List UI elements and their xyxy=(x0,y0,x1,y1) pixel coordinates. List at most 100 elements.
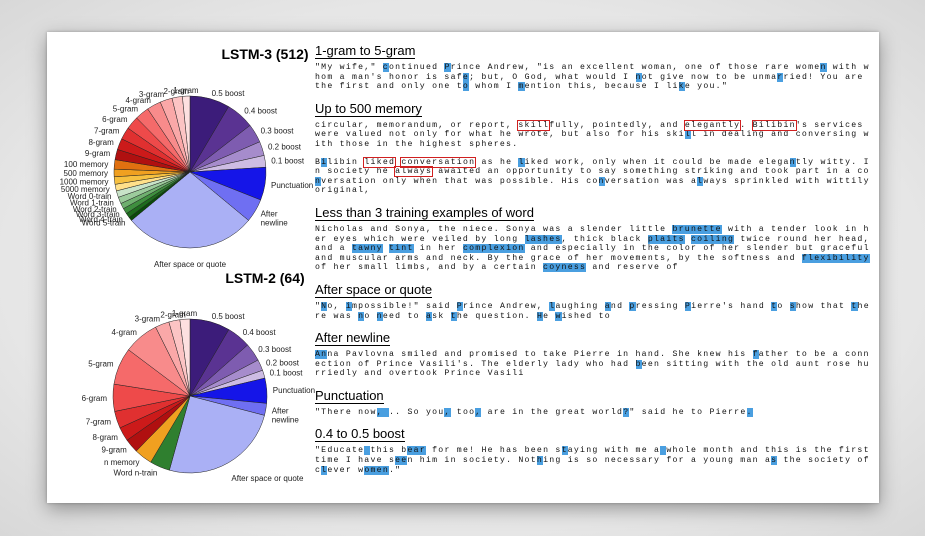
section-title: Less than 3 training examples of word xyxy=(315,204,534,221)
text-run: too xyxy=(450,407,476,417)
text-run: ot give now to be unma xyxy=(641,72,778,82)
highlighted-chars: coyness xyxy=(543,263,587,273)
pie-lstm3: 0.5 boost 0.4 boost 0.3 boost 0.2 boost 0.1 … xyxy=(60,86,314,269)
pie-label: 4-gram xyxy=(112,328,138,337)
pie-label: 8-gram xyxy=(88,138,114,147)
section-title: Up to 500 memory xyxy=(315,100,422,117)
pie-label: 0.5 boost xyxy=(212,312,246,321)
pie-label: 9-gram xyxy=(101,446,127,455)
section-rare-words: Less than 3 training examples of word Ni… xyxy=(315,204,871,273)
text-run: rince Andrew, xyxy=(462,301,550,311)
highlighted-chars: ear xyxy=(407,446,426,456)
pie-label: 2-gram xyxy=(160,311,186,320)
text-run: nd xyxy=(610,301,630,311)
pie-label: After space or quote xyxy=(154,260,227,269)
section-after-newline: After newline Anna Pavlovna smiled and p… xyxy=(315,329,871,379)
text-run: 's services were valued not only for wha… xyxy=(315,120,864,140)
highlighted-chars: t xyxy=(450,311,457,321)
text-run: " said he to Pierre xyxy=(629,407,747,417)
highlighted-chars: t xyxy=(561,446,568,456)
example-text: Nicholas and Sonya, the niece. Sonya was… xyxy=(315,224,871,273)
highlighted-chars: i xyxy=(345,301,353,311)
highlighted-chars xyxy=(660,446,667,456)
highlighted-chars: coiling xyxy=(691,234,735,244)
highlighted-chars: P xyxy=(684,301,692,311)
text-run: ; but, O God, what would I xyxy=(469,72,636,82)
highlighted-chars: P xyxy=(456,301,463,311)
text-run: versation only when that was possible. H… xyxy=(321,176,599,186)
boxed-word: conversation xyxy=(400,156,477,168)
text-run: libin xyxy=(327,157,365,167)
text-run: een sitting with the old aunt rose hurri… xyxy=(315,359,870,379)
chart-title-lstm2: LSTM-2 (64) xyxy=(225,270,304,286)
text-run: the society of c xyxy=(315,456,870,475)
text-run: for me! He has been s xyxy=(425,446,562,456)
text-run: l in dealing and conversing with those i… xyxy=(315,130,870,149)
highlighted-chars xyxy=(364,446,371,456)
pie-label: Punctuation xyxy=(273,386,315,395)
text-run: B xyxy=(315,157,322,167)
example-text: "Educate this bear for me! He has been s… xyxy=(315,446,871,475)
highlighted-chars: r xyxy=(777,72,784,82)
text-run: ention this, because I li xyxy=(524,82,679,92)
pie-label: 6-gram xyxy=(82,394,108,403)
pie-slice-1-gram xyxy=(179,318,191,397)
pie-label: After newline xyxy=(272,407,300,425)
boxed-word: Bilibin xyxy=(751,119,797,131)
text-run: ways sprinkled with wittily original, xyxy=(315,176,870,196)
pie-label: 1-gram xyxy=(173,86,199,95)
highlighted-chars: complexion xyxy=(462,244,525,254)
text-run: as he xyxy=(475,157,519,167)
pie-label: 4-gram xyxy=(126,96,152,105)
text-run: .. So you xyxy=(388,407,445,417)
text-run: e you." xyxy=(684,82,728,92)
example-text: "No, impossible!" said Prince Andrew, la… xyxy=(315,301,871,321)
pie-label: 0.2 boost xyxy=(268,143,302,152)
text-run: circular, memorandum, or report, xyxy=(315,120,519,130)
text-run: whole month and this is the first time I… xyxy=(315,446,870,466)
text-run: are in the great world xyxy=(481,407,624,417)
text-run: with a tender look in her eyes which wer… xyxy=(315,224,870,244)
examples-panel: 1-gram to 5-gram "My wife," continued Pr… xyxy=(315,42,871,475)
highlighted-chars: a xyxy=(425,311,433,321)
text-run: tly witty. In society he xyxy=(315,157,870,177)
pie-label: Word 2-train xyxy=(73,205,117,214)
text-run: "There now xyxy=(315,407,377,417)
highlighted-chars: An xyxy=(315,350,328,360)
text-run: mpossible!" said xyxy=(352,301,457,311)
highlighted-chars: tawny xyxy=(351,244,383,254)
highlighted-chars: k xyxy=(678,82,685,92)
highlighted-chars: n xyxy=(789,157,796,167)
section-punctuation: Punctuation "There now, .. So you, too, … xyxy=(315,387,871,418)
highlighted-chars: b xyxy=(635,359,642,369)
pie-label: Word 5-train xyxy=(82,219,126,228)
highlighted-chars: f xyxy=(752,350,759,360)
highlighted-chars: t xyxy=(771,301,778,311)
highlighted-chars: e xyxy=(462,72,470,82)
text-run: this b xyxy=(370,446,408,456)
highlighted-chars: n xyxy=(315,176,322,186)
pie-label: 7-gram xyxy=(86,418,112,427)
pie-label: 3-gram xyxy=(139,90,165,99)
highlighted-chars: l xyxy=(518,157,525,167)
text-run: " xyxy=(315,301,322,311)
pie-label: Word 4-train xyxy=(79,215,123,224)
highlighted-chars: l xyxy=(697,176,704,186)
highlighted-chars: n xyxy=(376,311,383,321)
text-run: whom I xyxy=(469,82,519,92)
pie-label: 6-gram xyxy=(102,115,128,124)
pie-label: After newline xyxy=(261,210,289,228)
text-run: ierre's hand xyxy=(691,301,772,311)
highlighted-chars: plaits xyxy=(647,234,685,244)
text-run: ever w xyxy=(327,465,365,475)
pie-label: Punctuation xyxy=(271,181,313,190)
text-run: ried! You are the first and only one t xyxy=(315,72,864,92)
text-run: na Pavlovna smiled and promised to take … xyxy=(327,350,753,360)
pie-label: 0.1 boost xyxy=(270,368,304,377)
pie-label: 2-gram xyxy=(164,87,190,96)
pie-label: 9-gram xyxy=(85,149,111,158)
highlighted-chars: lashes xyxy=(524,234,562,244)
highlighted-chars: a xyxy=(604,301,611,311)
text-run: of her small limbs, and by a certain xyxy=(315,263,544,273)
section-title: After space or quote xyxy=(315,281,433,298)
